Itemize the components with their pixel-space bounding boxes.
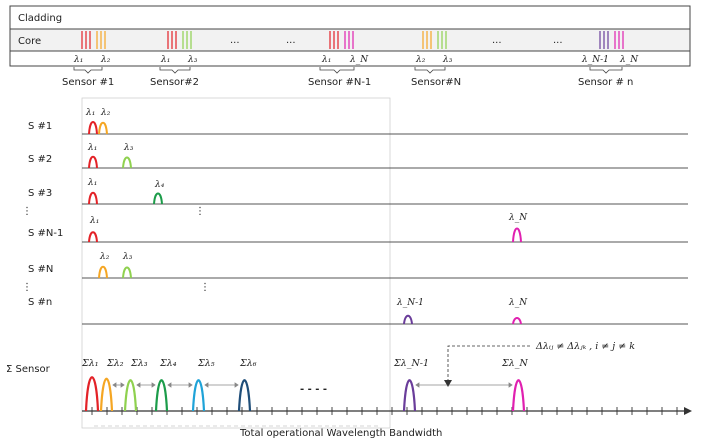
sum-peak-4 — [154, 379, 169, 412]
fiber-section: Cladding Core — [9, 5, 691, 88]
core-ellipsis: ... — [230, 35, 240, 46]
peak-label: λ_N — [508, 298, 528, 308]
core-ellipsis: ... — [286, 35, 296, 46]
equation-leader — [447, 345, 530, 383]
sensor-label: Sensor#2 — [150, 77, 199, 88]
sum-peak-label: Σλ₄ — [159, 358, 177, 369]
grating-lambda: λ₁ — [160, 55, 170, 65]
sum-row-label: Σ Sensor — [6, 364, 51, 375]
core-ellipsis: ... — [553, 35, 563, 46]
sum-row: Σλ₁ Σλ₂ Σλ₃ Σλ₄ Σλ₅ Σλ₆ Σλ_N-1 Σλ_N - - … — [81, 341, 692, 427]
window-frame — [81, 97, 391, 429]
grating-lambda: λ_N-1 — [581, 55, 609, 65]
peak-row2-l3 — [122, 156, 132, 169]
sum-peak-label: Σλ₁ — [81, 358, 99, 369]
core-label: Core — [18, 36, 41, 47]
sum-peak-label: Σλ_N-1 — [393, 358, 429, 369]
peak-row3-l4 — [153, 192, 163, 205]
sum-peak-label: Σλ₆ — [239, 358, 257, 369]
grating-2 — [167, 31, 192, 49]
row-label: S #n — [28, 297, 52, 308]
peak-label: λ₁ — [89, 216, 99, 226]
peak-rown-lN1 — [403, 314, 413, 325]
x-axis-label: Total operational Wavelength Bandwidth — [239, 428, 442, 439]
fiber-core — [9, 28, 691, 52]
row-label: S #N — [28, 264, 53, 275]
peak-row2-l1 — [88, 155, 98, 169]
peak-row3-l1 — [88, 191, 98, 205]
peak-label: λ₁ — [87, 143, 97, 153]
sensor-label: Sensor #1 — [62, 77, 114, 88]
x-axis-ticks — [91, 407, 678, 415]
peak-label: λ₁ — [85, 108, 95, 118]
grating-lambda: λ₂ — [415, 55, 426, 65]
sum-peak-3 — [123, 379, 138, 412]
sum-peak-label: Σλ_N — [501, 358, 528, 369]
row-label: S #1 — [28, 121, 52, 132]
sum-peak-1 — [84, 376, 100, 412]
sum-peak-2 — [99, 377, 114, 412]
vdots: ⋮ — [200, 282, 210, 293]
spectra-section: S #1 S #2 S #3 S #N-1 S #N S #n Σ Sensor… — [6, 97, 692, 439]
equation-leader-arrow — [444, 380, 452, 387]
sum-peak-n1 — [402, 379, 417, 412]
sum-dashes: - - - - — [300, 384, 327, 395]
peak-rown-lN — [512, 317, 522, 325]
grating-lambda: λ₂ — [100, 55, 111, 65]
peak-label: λ₄ — [154, 180, 165, 190]
grating-lambda: λ₃ — [442, 55, 453, 65]
sensor-label: Sensor#N — [411, 77, 461, 88]
spacing-arrows — [112, 382, 513, 388]
peak-label: λ₁ — [87, 178, 97, 188]
spacing-equation: Δλᵢⱼ ≠ Δλⱼₖ , i ≠ j ≠ k — [535, 341, 635, 352]
peak-label: λ₂ — [99, 252, 110, 262]
sensor-label: Sensor # n — [578, 77, 633, 88]
grating-1 — [81, 31, 106, 49]
grating-n-1 — [329, 31, 354, 49]
vdots: ⋮ — [195, 206, 205, 217]
sensor-label: Sensor #N-1 — [308, 77, 371, 88]
sum-peak-label: Σλ₃ — [130, 358, 148, 369]
peak-rowN1-lN — [512, 227, 522, 243]
sum-peak-label: Σλ₂ — [106, 358, 124, 369]
grating-lambda: λ_N — [349, 55, 369, 65]
peak-row1-l2 — [98, 121, 108, 135]
grating-N — [422, 31, 447, 49]
sum-peak-label: Σλ₅ — [197, 358, 215, 369]
peak-label: λ₂ — [100, 108, 111, 118]
peak-rowN-l3 — [122, 266, 132, 279]
cladding-label: Cladding — [18, 13, 62, 24]
row-label: S #3 — [28, 188, 52, 199]
sum-peak-N — [511, 379, 526, 412]
x-axis-arrow — [684, 407, 692, 415]
grating-lambda: λ₁ — [73, 55, 83, 65]
grating-lambda: λ₁ — [321, 55, 331, 65]
peak-label: λ_N-1 — [396, 298, 424, 308]
peak-label: λ₃ — [122, 252, 133, 262]
sensor-braces — [73, 67, 623, 74]
peak-row1-l1 — [88, 121, 98, 135]
core-ellipsis: ... — [492, 35, 502, 46]
sum-peak-6 — [237, 379, 252, 412]
sum-peak-5 — [191, 379, 206, 412]
vdots: ⋮ — [22, 206, 32, 217]
row-label: S #N-1 — [28, 228, 63, 239]
peak-label: λ_N — [508, 213, 528, 223]
peak-rowN-l2 — [98, 265, 108, 279]
vdots: ⋮ — [22, 282, 32, 293]
peak-rowN1-l1 — [88, 231, 98, 243]
row-baselines — [82, 133, 688, 325]
grating-lambda: λ₃ — [187, 55, 198, 65]
row-label: S #2 — [28, 154, 52, 165]
peak-label: λ₃ — [123, 143, 134, 153]
grating-lambda: λ_N — [619, 55, 639, 65]
grating-n — [599, 31, 624, 49]
